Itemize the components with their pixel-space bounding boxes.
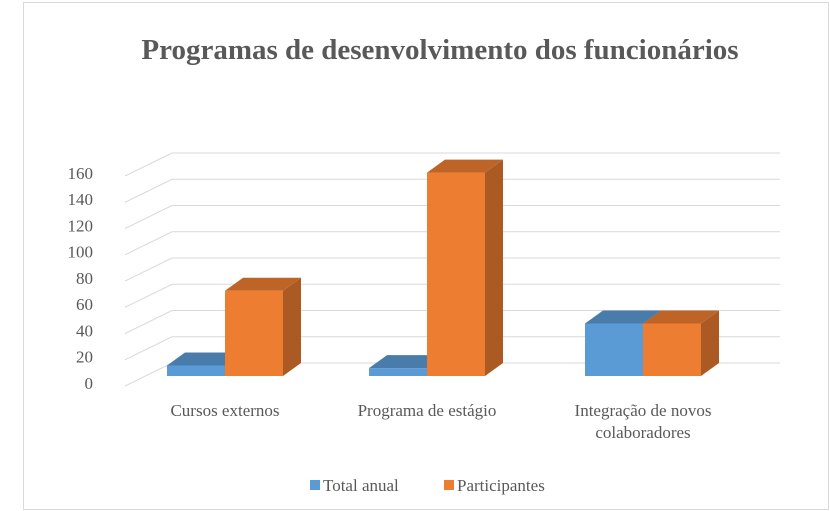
x-tick-label: Cursos externos: [170, 401, 280, 420]
bar: [585, 323, 643, 376]
legend-swatch: [310, 480, 320, 490]
bar: [167, 365, 225, 376]
grid-line: [124, 152, 780, 177]
bar: [369, 368, 427, 376]
x-tick-label: Programa de estágio: [357, 401, 497, 420]
bar-side: [701, 310, 719, 376]
legend-label: Participantes: [457, 476, 545, 495]
grid-line: [124, 178, 780, 203]
bar-top: [167, 352, 243, 366]
bar-top: [225, 277, 301, 291]
y-tick-label: 100: [68, 243, 94, 262]
y-tick-label: 120: [68, 216, 94, 235]
grid-line: [124, 336, 780, 361]
grid-line: [124, 310, 780, 334]
bar: [643, 323, 701, 376]
grid-line: [124, 231, 780, 256]
x-tick-label: Integração de novos colaboradores: [574, 401, 712, 442]
y-tick-label: 0: [85, 374, 94, 393]
y-tick-label: 20: [76, 348, 93, 367]
bar-top: [427, 159, 503, 173]
bar-side: [485, 159, 503, 376]
bar-top: [369, 355, 445, 369]
y-tick-label: 140: [68, 190, 94, 209]
chart-title: Programas de desenvolvimento dos funcion…: [141, 34, 739, 66]
grid-line: [124, 257, 780, 282]
y-tick-label: 40: [76, 321, 93, 340]
bar-top: [643, 310, 719, 324]
legend-label: Total anual: [323, 476, 399, 495]
chart-border: [23, 2, 829, 510]
bar: [427, 172, 485, 376]
y-tick-label: 80: [76, 269, 93, 288]
y-tick-label: 60: [76, 295, 93, 314]
y-tick-label: 160: [68, 164, 94, 183]
bar: [225, 290, 283, 376]
grid-line: [124, 283, 780, 308]
legend-swatch: [444, 480, 454, 490]
grid-line: [124, 205, 780, 229]
bar-side: [283, 277, 301, 376]
bar-top: [585, 310, 661, 324]
